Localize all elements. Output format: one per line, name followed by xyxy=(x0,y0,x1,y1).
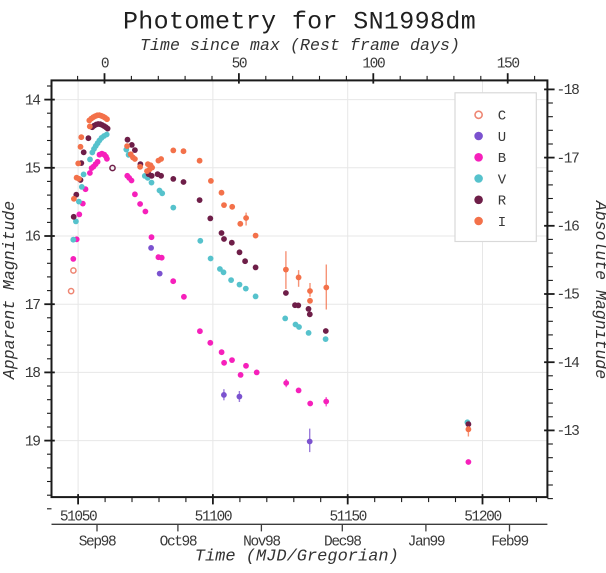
svg-text:R: R xyxy=(498,194,507,210)
svg-text:51100: 51100 xyxy=(195,509,232,525)
svg-text:100: 100 xyxy=(362,57,385,73)
svg-text:17: 17 xyxy=(25,298,40,314)
svg-text:0: 0 xyxy=(101,57,109,73)
svg-text:Dec98: Dec98 xyxy=(324,535,361,551)
svg-text:15: 15 xyxy=(25,162,40,178)
svg-text:50: 50 xyxy=(232,57,247,73)
svg-text:150: 150 xyxy=(497,57,520,73)
svg-text:Oct98: Oct98 xyxy=(160,535,197,551)
svg-text:-13: -13 xyxy=(557,424,580,440)
svg-text:V: V xyxy=(498,172,507,188)
svg-text:Time (MJD/Gregorian): Time (MJD/Gregorian) xyxy=(195,548,399,567)
svg-text:C: C xyxy=(498,109,506,125)
svg-text:U: U xyxy=(498,130,506,146)
svg-text:I: I xyxy=(498,215,506,231)
svg-text:51150: 51150 xyxy=(329,509,366,525)
svg-text:Apparent Magnitude: Apparent Magnitude xyxy=(0,201,19,380)
svg-text:16: 16 xyxy=(25,230,40,246)
svg-text:51200: 51200 xyxy=(464,509,501,525)
svg-text:Sep98: Sep98 xyxy=(79,535,116,551)
svg-text:18: 18 xyxy=(25,366,40,382)
svg-text:B: B xyxy=(498,151,506,167)
svg-text:Absolute Magnitude: Absolute Magnitude xyxy=(591,200,606,379)
svg-text:-15: -15 xyxy=(557,288,580,304)
svg-text:-16: -16 xyxy=(557,220,580,236)
svg-text:19: 19 xyxy=(25,434,40,450)
svg-text:Photometry for SN1998dm: Photometry for SN1998dm xyxy=(123,8,476,37)
svg-text:14: 14 xyxy=(25,93,40,109)
svg-text:-14: -14 xyxy=(557,356,580,372)
svg-text:Feb99: Feb99 xyxy=(491,535,528,551)
svg-text:51050: 51050 xyxy=(60,509,97,525)
svg-text:Nov98: Nov98 xyxy=(243,535,280,551)
svg-text:-17: -17 xyxy=(557,151,580,167)
svg-text:Time since max (Rest frame day: Time since max (Rest frame days) xyxy=(140,36,460,55)
svg-text:Jan99: Jan99 xyxy=(408,535,445,551)
svg-text:-18: -18 xyxy=(557,83,580,99)
